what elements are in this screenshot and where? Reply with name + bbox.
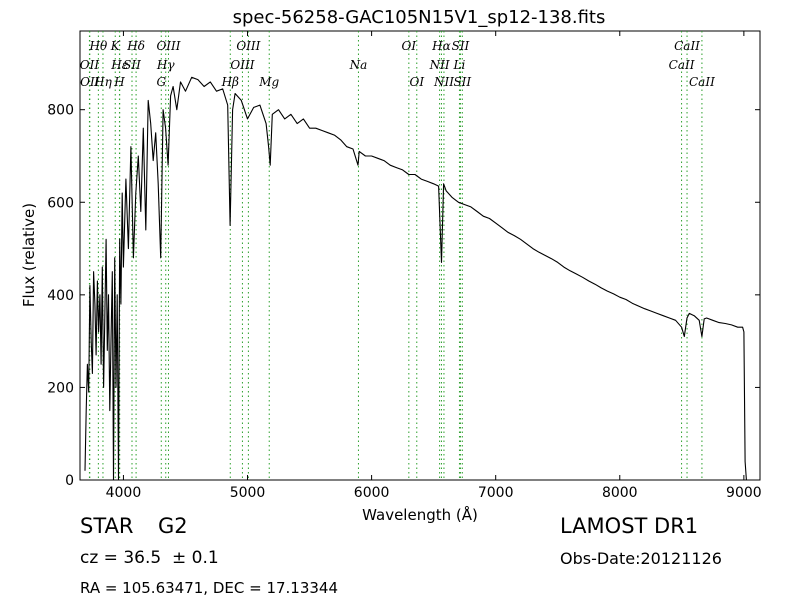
x-tick-label: 8000 bbox=[602, 485, 638, 501]
spectral-line-label: Hβ bbox=[221, 75, 239, 89]
plot-frame bbox=[79, 30, 761, 481]
x-tick-label: 5000 bbox=[230, 485, 266, 501]
y-tick-label: 200 bbox=[47, 380, 74, 396]
spectral-line-label: Hη bbox=[93, 75, 112, 89]
ra-dec-coordinates: RA = 105.63471, DEC = 17.13344 bbox=[80, 579, 339, 597]
spectral-line-label: SII bbox=[123, 58, 141, 72]
spectral-line-label: CaII bbox=[689, 75, 715, 89]
y-axis-label: Flux (relative) bbox=[20, 203, 38, 307]
x-tick-label: 7000 bbox=[478, 485, 514, 501]
spectral-line-label: Hθ bbox=[89, 39, 108, 53]
x-tick-label: 4000 bbox=[106, 485, 142, 501]
flux-series-line bbox=[84, 76, 747, 481]
spectral-line-label: Hα bbox=[431, 39, 451, 53]
spectral-line-label: K bbox=[110, 39, 121, 53]
y-tick-label: 800 bbox=[47, 103, 74, 119]
spectral-line-label: Hε bbox=[110, 58, 128, 72]
y-tick-label: 0 bbox=[65, 473, 74, 489]
spectral-line-label: G bbox=[156, 75, 166, 89]
y-tick-label: 400 bbox=[47, 288, 74, 304]
spectral-line-label: OIII bbox=[236, 39, 260, 53]
spectral-line-label: H bbox=[113, 75, 125, 89]
spectral-line-label: NII bbox=[429, 58, 450, 72]
chart-title: spec-56258-GAC105N15V1_sp12-138.fits bbox=[233, 7, 606, 28]
spectral-line-label: OIII bbox=[156, 39, 180, 53]
x-axis-label: Wavelength (Å) bbox=[362, 505, 478, 524]
observation-date: Obs-Date:20121126 bbox=[560, 549, 722, 568]
spectral-line-label: OII bbox=[80, 75, 100, 89]
survey-name: LAMOST DR1 bbox=[560, 514, 699, 538]
spectral-line-label: SII bbox=[452, 39, 470, 53]
spectral-line-label: Na bbox=[349, 58, 368, 72]
x-tick-label: 6000 bbox=[354, 485, 390, 501]
y-tick-label: 600 bbox=[47, 195, 74, 211]
spectral-line-label: Mg bbox=[258, 75, 279, 89]
object-subclass: G2 bbox=[158, 514, 188, 538]
spectral-line-label: CaII bbox=[669, 58, 695, 72]
spectral-line-label: Hγ bbox=[156, 58, 175, 72]
spectral-line-label: CaII bbox=[674, 39, 700, 53]
spectral-line-label: OI bbox=[409, 75, 424, 89]
spectral-line-label: Li bbox=[453, 58, 466, 72]
redshift-cz: cz = 36.5 ± 0.1 bbox=[80, 548, 219, 568]
spectral-line-label: OI bbox=[402, 39, 417, 53]
spectral-line-label: Hδ bbox=[126, 39, 145, 53]
x-tick-label: 9000 bbox=[726, 485, 762, 501]
object-class: STAR bbox=[80, 514, 134, 538]
spectral-line-label: SII bbox=[453, 75, 471, 89]
spectral-line-label: OIII bbox=[230, 58, 254, 72]
spectral-line-label: NII bbox=[433, 75, 454, 89]
spectral-line-label: OII bbox=[80, 58, 100, 72]
